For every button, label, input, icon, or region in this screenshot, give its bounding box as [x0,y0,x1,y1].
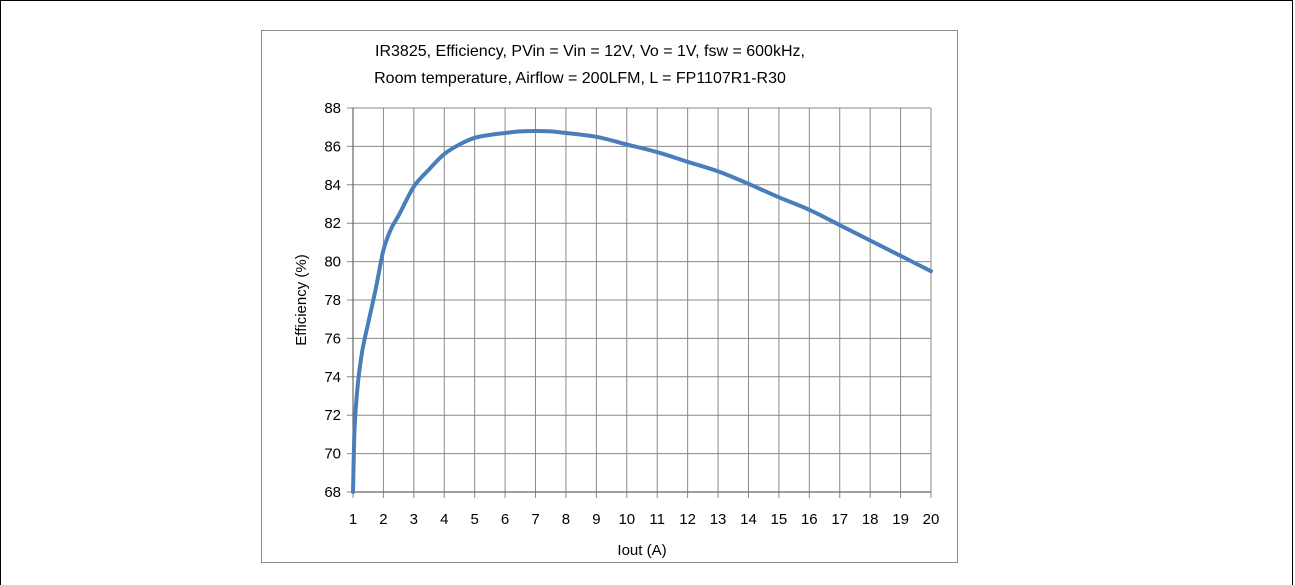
y-tick-label: 86 [324,138,341,155]
y-tick-label: 84 [324,177,341,194]
y-tick-label: 76 [324,330,341,347]
x-tick-label: 1 [349,511,357,528]
x-tick-label: 15 [771,511,788,528]
x-axis-label: Iout (A) [617,542,666,559]
x-tick-label: 11 [649,511,665,528]
chart-frame [261,30,958,563]
y-tick-labels: 68 70 72 74 76 78 80 82 84 86 88 [324,100,341,501]
x-tick-label: 13 [710,511,727,528]
x-tick-label: 9 [592,511,600,528]
efficiency-series-line [351,129,933,494]
grid [347,107,932,498]
y-tick-label: 74 [324,369,341,386]
x-tick-label: 3 [410,511,418,528]
chart-title-line-1: IR3825, Efficiency, PVin = Vin = 12V, Vo… [375,43,805,60]
x-tick-label: 17 [831,511,848,528]
y-axis-label: Efficiency (%) [293,254,310,345]
x-tick-label: 18 [862,511,879,528]
x-tick-label: 10 [618,511,635,528]
x-tick-label: 14 [740,511,757,528]
y-tick-label: 88 [324,100,341,117]
x-tick-label: 19 [892,511,909,528]
x-tick-label: 5 [471,511,479,528]
y-tick-label: 68 [324,484,341,501]
x-tick-label: 16 [801,511,818,528]
y-tick-label: 80 [324,254,341,271]
chart-title-line-2: Room temperature, Airflow = 200LFM, L = … [374,70,786,87]
y-tick-label: 72 [324,407,341,424]
x-tick-label: 7 [531,511,539,528]
y-tick-label: 70 [324,446,341,463]
x-tick-label: 4 [440,511,448,528]
x-tick-label: 8 [562,511,570,528]
x-tick-labels: 1 2 3 4 5 6 7 8 9 10 11 12 13 14 15 16 17 18 19 20 [349,511,940,528]
y-tick-label: 82 [324,215,341,232]
x-tick-label: 2 [379,511,387,528]
y-tick-label: 78 [324,292,341,309]
x-tick-label: 20 [923,511,940,528]
x-tick-label: 12 [679,511,696,528]
x-tick-label: 6 [501,511,509,528]
